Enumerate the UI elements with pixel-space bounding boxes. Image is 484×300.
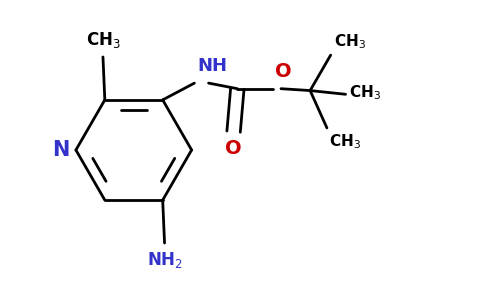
Text: O: O bbox=[225, 139, 242, 158]
Text: CH$_3$: CH$_3$ bbox=[333, 33, 365, 51]
Text: CH$_3$: CH$_3$ bbox=[329, 132, 361, 151]
Text: O: O bbox=[275, 62, 292, 81]
Text: CH$_3$: CH$_3$ bbox=[348, 83, 380, 102]
Text: NH$_2$: NH$_2$ bbox=[147, 250, 182, 270]
Text: NH: NH bbox=[197, 57, 227, 75]
Text: N: N bbox=[52, 140, 69, 160]
Text: CH$_3$: CH$_3$ bbox=[86, 30, 121, 50]
